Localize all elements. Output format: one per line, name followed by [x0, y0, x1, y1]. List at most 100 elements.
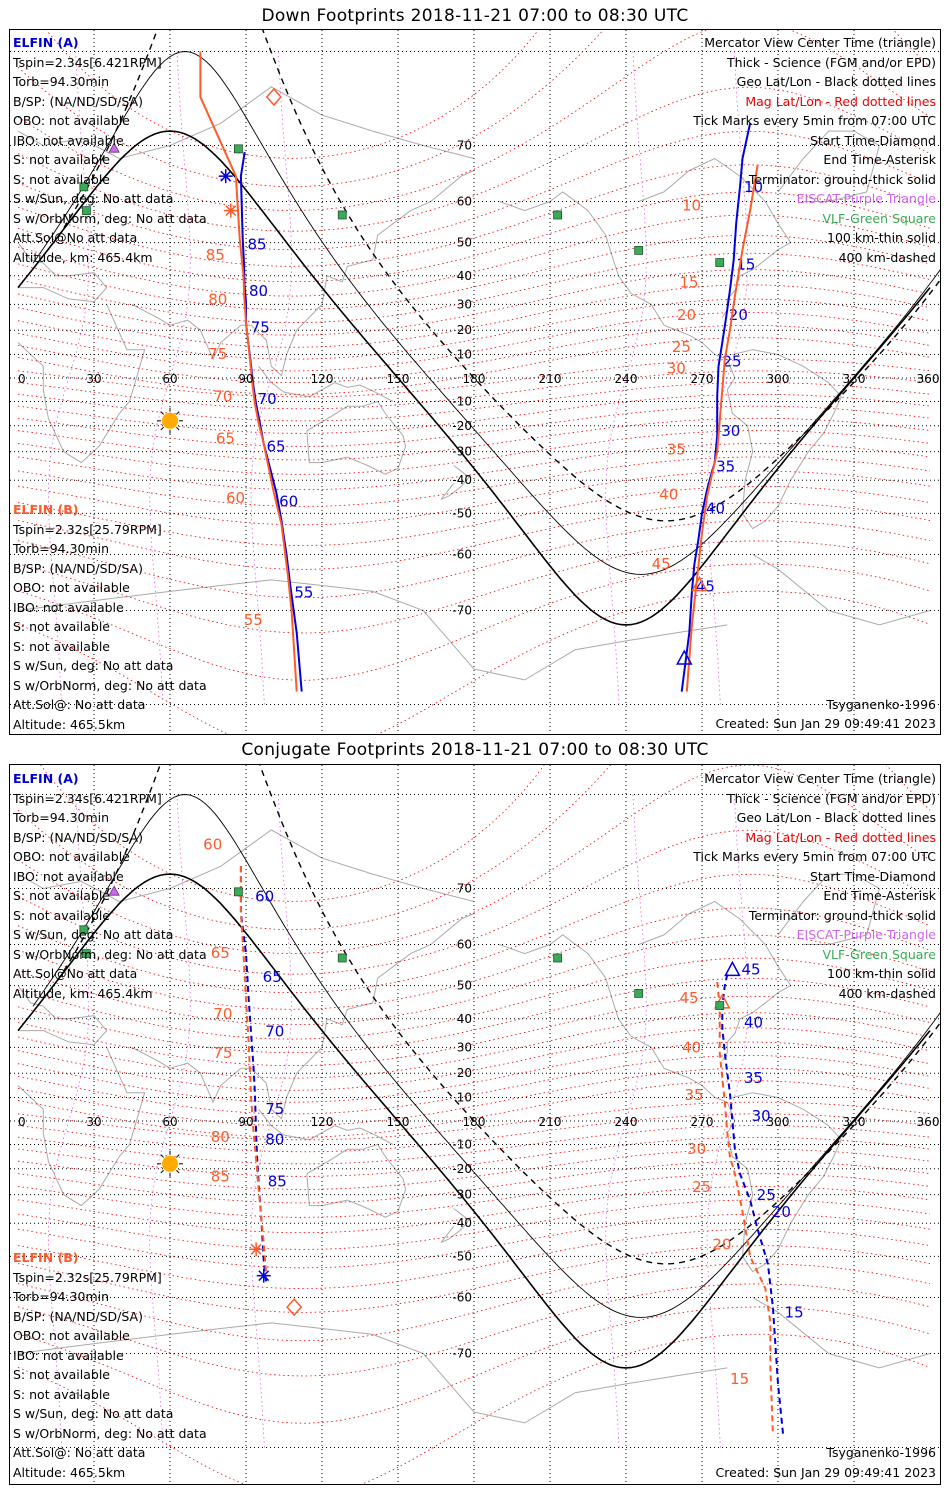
lat-tick-label: 20: [457, 1066, 472, 1080]
elfin-a-name: ELFIN (A): [13, 35, 79, 50]
sun-ray: [160, 426, 164, 431]
lon-tick-label: 90: [238, 1115, 253, 1129]
end-asterisk-icon: [258, 1270, 270, 1282]
lon-tick-label: 300: [767, 372, 790, 386]
vlf-site-icon: [233, 887, 243, 897]
elfin-b-info-conj: ELFIN (B) Tspin=2.32s[25.79RPM] Torb=94.…: [13, 1248, 207, 1482]
lat-tick-label: -70: [452, 1347, 472, 1361]
mag-parallel: [17, 1199, 931, 1250]
vlf-site-icon: [82, 949, 91, 959]
vlf-site-icon: [634, 988, 644, 998]
legend-line: Geo Lat/Lon - Black dotted lines: [736, 74, 936, 89]
created-label-down: Created: Sun Jan 29 09:49:41 2023: [715, 716, 936, 731]
lon-tick-label: 210: [539, 1115, 562, 1129]
mag-meridian: [605, 794, 647, 1448]
elfin-b-line: OBO: not available: [13, 580, 130, 595]
tick-label: 30: [667, 359, 686, 377]
legend-line: Geo Lat/Lon - Black dotted lines: [736, 810, 936, 825]
elfin-a-name: ELFIN (A): [13, 771, 79, 786]
legend-line: Terminator: ground-thick solid: [748, 907, 936, 923]
legend-right-down: Mercator View Center Time (triangle) Thi…: [693, 33, 936, 267]
mag-parallel: [17, 191, 931, 283]
legend-line: End Time-Asterisk: [823, 888, 936, 903]
legend-line: EISCAT-Purple Triangle: [796, 927, 936, 942]
tick-label: 25: [757, 1186, 776, 1204]
tick-label: 40: [659, 485, 678, 503]
tick-label: 80: [208, 290, 227, 308]
tick-label: 45: [741, 960, 760, 978]
coastline: [258, 365, 394, 402]
tick-label: 20: [772, 1203, 791, 1221]
legend-line: Thick - Science (FGM and/or EPD): [727, 790, 936, 806]
tick-label: 60: [255, 888, 274, 906]
lon-tick-label: 240: [615, 372, 638, 386]
lon-tick-label: 240: [615, 1115, 638, 1129]
vlf-site-icon: [79, 925, 89, 935]
end-asterisk-icon: [220, 170, 232, 182]
tick-label: 70: [213, 388, 232, 406]
mag-parallel: [17, 1080, 931, 1138]
sun-ray: [176, 426, 180, 431]
coastline: [17, 1047, 146, 1207]
lon-tick-label: 210: [539, 372, 562, 386]
mag-parallel: [17, 520, 931, 599]
elfin-a-line: S w/Sun, deg: No att data: [13, 927, 174, 942]
mag-meridian: [605, 51, 647, 705]
lon-tick-label: 120: [311, 1115, 334, 1129]
lat-tick-label: -30: [452, 1188, 472, 1202]
elfin-a-line: B/SP: (NA/ND/SD/SA): [13, 829, 143, 845]
elfin-a-line: B/SP: (NA/ND/SD/SA): [13, 93, 143, 109]
tick-label: 35: [744, 1069, 763, 1087]
elfin-b-line: B/SP: (NA/ND/SD/SA): [13, 560, 143, 576]
legend-line: Mercator View Center Time (triangle): [704, 35, 936, 50]
lon-tick-label: 120: [311, 372, 334, 386]
start-diamond-icon: [286, 1297, 303, 1317]
elfin-a-line: Tspin=2.34s[6.421RPM]: [13, 790, 162, 806]
legend-line: 400 km-dashed: [838, 249, 936, 265]
legend-line: Mercator View Center Time (triangle): [704, 771, 936, 786]
mag-parallel: [17, 417, 931, 461]
tick-label: 25: [722, 352, 741, 370]
elfin-a-info-down: ELFIN (A) Tspin=2.34s[6.421RPM] Torb=94.…: [13, 33, 207, 267]
lat-tick-label: -50: [452, 506, 472, 520]
terminator-100km: [32, 51, 940, 575]
mag-meridian: [250, 794, 293, 1448]
lat-tick-label: -60: [452, 1290, 472, 1304]
tick-label: 75: [208, 345, 227, 363]
vlf-site-icon: [715, 1001, 725, 1010]
coastline: [131, 913, 475, 1120]
mag-parallel: [17, 934, 931, 1026]
lon-tick-label: 30: [86, 1115, 101, 1129]
tick-label: 30: [752, 1107, 771, 1125]
tick-label: 85: [211, 1167, 230, 1185]
footprint-track: [716, 981, 774, 1435]
mag-parallel: [17, 1067, 931, 1127]
tick-label: 40: [706, 499, 725, 517]
elfin-b-line: S w/OrbNorm, deg: No att data: [13, 1425, 207, 1441]
legend-line: 400 km-dashed: [838, 985, 936, 1001]
tick-label: 35: [716, 457, 735, 475]
lat-tick-label: 10: [457, 1090, 472, 1104]
elfin-a-line: Altitude, km: 465.4km: [13, 985, 153, 1001]
coastline: [17, 304, 146, 464]
mag-parallel: [17, 957, 931, 1040]
elfin-a-line: S w/OrbNorm, deg: No att data: [13, 210, 207, 226]
mag-parallel: [17, 1101, 931, 1141]
elfin-b-line: Torb=94.30min: [13, 541, 110, 556]
legend-line: 100 km-thin solid: [827, 230, 936, 245]
legend-line: Start Time-Diamond: [809, 132, 936, 148]
center-time-triangle-icon: [676, 649, 693, 665]
created-label-conj: Created: Sun Jan 29 09:49:41 2023: [715, 1465, 936, 1480]
elfin-a-line: Tspin=2.34s[6.421RPM]: [13, 54, 162, 70]
vlf-site-icon: [553, 953, 562, 963]
mag-parallel: [17, 214, 931, 297]
tick-label: 70: [258, 390, 277, 408]
elfin-b-line: S w/Sun, deg: No att data: [13, 1406, 174, 1421]
tick-label: 25: [692, 1178, 711, 1196]
elfin-a-line: S: not available: [13, 888, 110, 903]
lat-tick-label: -20: [452, 419, 472, 433]
coastline: [440, 1208, 470, 1243]
elfin-b-line: S w/OrbNorm, deg: No att data: [13, 677, 207, 693]
mag-parallel: [17, 995, 931, 1067]
